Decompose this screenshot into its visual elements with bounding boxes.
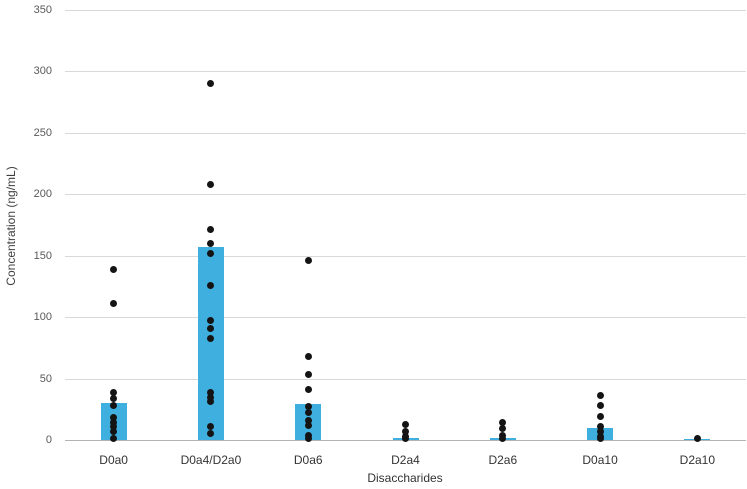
data-point bbox=[207, 393, 215, 401]
data-point bbox=[304, 386, 312, 394]
data-point bbox=[693, 435, 701, 443]
data-point bbox=[207, 80, 215, 88]
data-point bbox=[499, 425, 507, 433]
data-point bbox=[110, 427, 118, 435]
data-point bbox=[110, 419, 118, 427]
data-point bbox=[207, 239, 215, 247]
data-point bbox=[110, 394, 118, 402]
data-point bbox=[402, 435, 409, 443]
data-point bbox=[304, 403, 312, 411]
data-point bbox=[110, 414, 118, 422]
x-tick-label: D0a0 bbox=[99, 453, 128, 467]
data-point bbox=[207, 324, 215, 332]
gridline bbox=[65, 378, 746, 380]
gridline bbox=[65, 10, 746, 11]
x-axis-title: Disaccharides bbox=[367, 471, 443, 485]
data-point bbox=[596, 422, 604, 430]
data-point bbox=[207, 398, 215, 406]
data-point bbox=[304, 409, 312, 417]
data-point bbox=[304, 371, 312, 379]
data-point bbox=[499, 435, 507, 443]
y-tick-label: 50 bbox=[39, 372, 52, 385]
gridline bbox=[65, 317, 746, 319]
data-point bbox=[304, 431, 312, 439]
data-point bbox=[402, 420, 409, 428]
y-tick-label: 0 bbox=[45, 434, 52, 446]
data-point bbox=[596, 435, 604, 443]
data-point bbox=[596, 402, 604, 410]
data-point bbox=[207, 317, 215, 325]
data-point bbox=[207, 249, 215, 257]
data-point bbox=[110, 300, 118, 308]
x-tick-label: D2a10 bbox=[679, 453, 716, 467]
data-point bbox=[499, 419, 507, 427]
gridline bbox=[65, 132, 746, 134]
y-tick-label: 150 bbox=[33, 249, 52, 262]
data-point bbox=[207, 430, 215, 438]
x-tick-label: D0a4/D2a0 bbox=[180, 453, 242, 467]
data-point bbox=[110, 265, 118, 273]
y-tick-label: 350 bbox=[33, 4, 52, 16]
bar-d0a4d2a0 bbox=[197, 247, 224, 440]
data-point bbox=[110, 388, 118, 396]
data-point bbox=[207, 226, 215, 234]
data-point bbox=[304, 416, 312, 424]
data-point bbox=[207, 388, 215, 396]
x-tick-label: D0a6 bbox=[293, 453, 323, 467]
data-point bbox=[207, 422, 215, 430]
data-point bbox=[110, 435, 118, 443]
data-point bbox=[110, 422, 118, 430]
gridline bbox=[65, 71, 746, 73]
data-point bbox=[207, 180, 215, 188]
data-point bbox=[207, 281, 215, 289]
y-tick-label: 100 bbox=[33, 311, 52, 324]
data-point bbox=[499, 431, 507, 439]
data-point bbox=[207, 334, 215, 342]
x-tick-label: D2a4 bbox=[391, 453, 420, 467]
data-point bbox=[596, 413, 604, 421]
data-point bbox=[110, 402, 118, 410]
x-tick-label: D0a10 bbox=[582, 453, 618, 467]
x-tick-label: D2a6 bbox=[488, 453, 518, 467]
data-point bbox=[304, 421, 312, 429]
data-point bbox=[402, 427, 409, 435]
y-axis-title: Concentration (ng/mL) bbox=[4, 166, 18, 286]
y-tick-label: 300 bbox=[33, 65, 52, 78]
data-point bbox=[304, 435, 312, 443]
y-tick-label: 250 bbox=[33, 126, 52, 139]
data-point bbox=[596, 392, 604, 400]
data-point bbox=[304, 352, 312, 360]
data-point bbox=[596, 427, 604, 435]
plot-area bbox=[65, 10, 746, 443]
y-tick-label: 200 bbox=[33, 188, 52, 201]
gridline bbox=[65, 194, 746, 196]
gridline bbox=[65, 255, 746, 257]
data-point bbox=[304, 257, 312, 265]
